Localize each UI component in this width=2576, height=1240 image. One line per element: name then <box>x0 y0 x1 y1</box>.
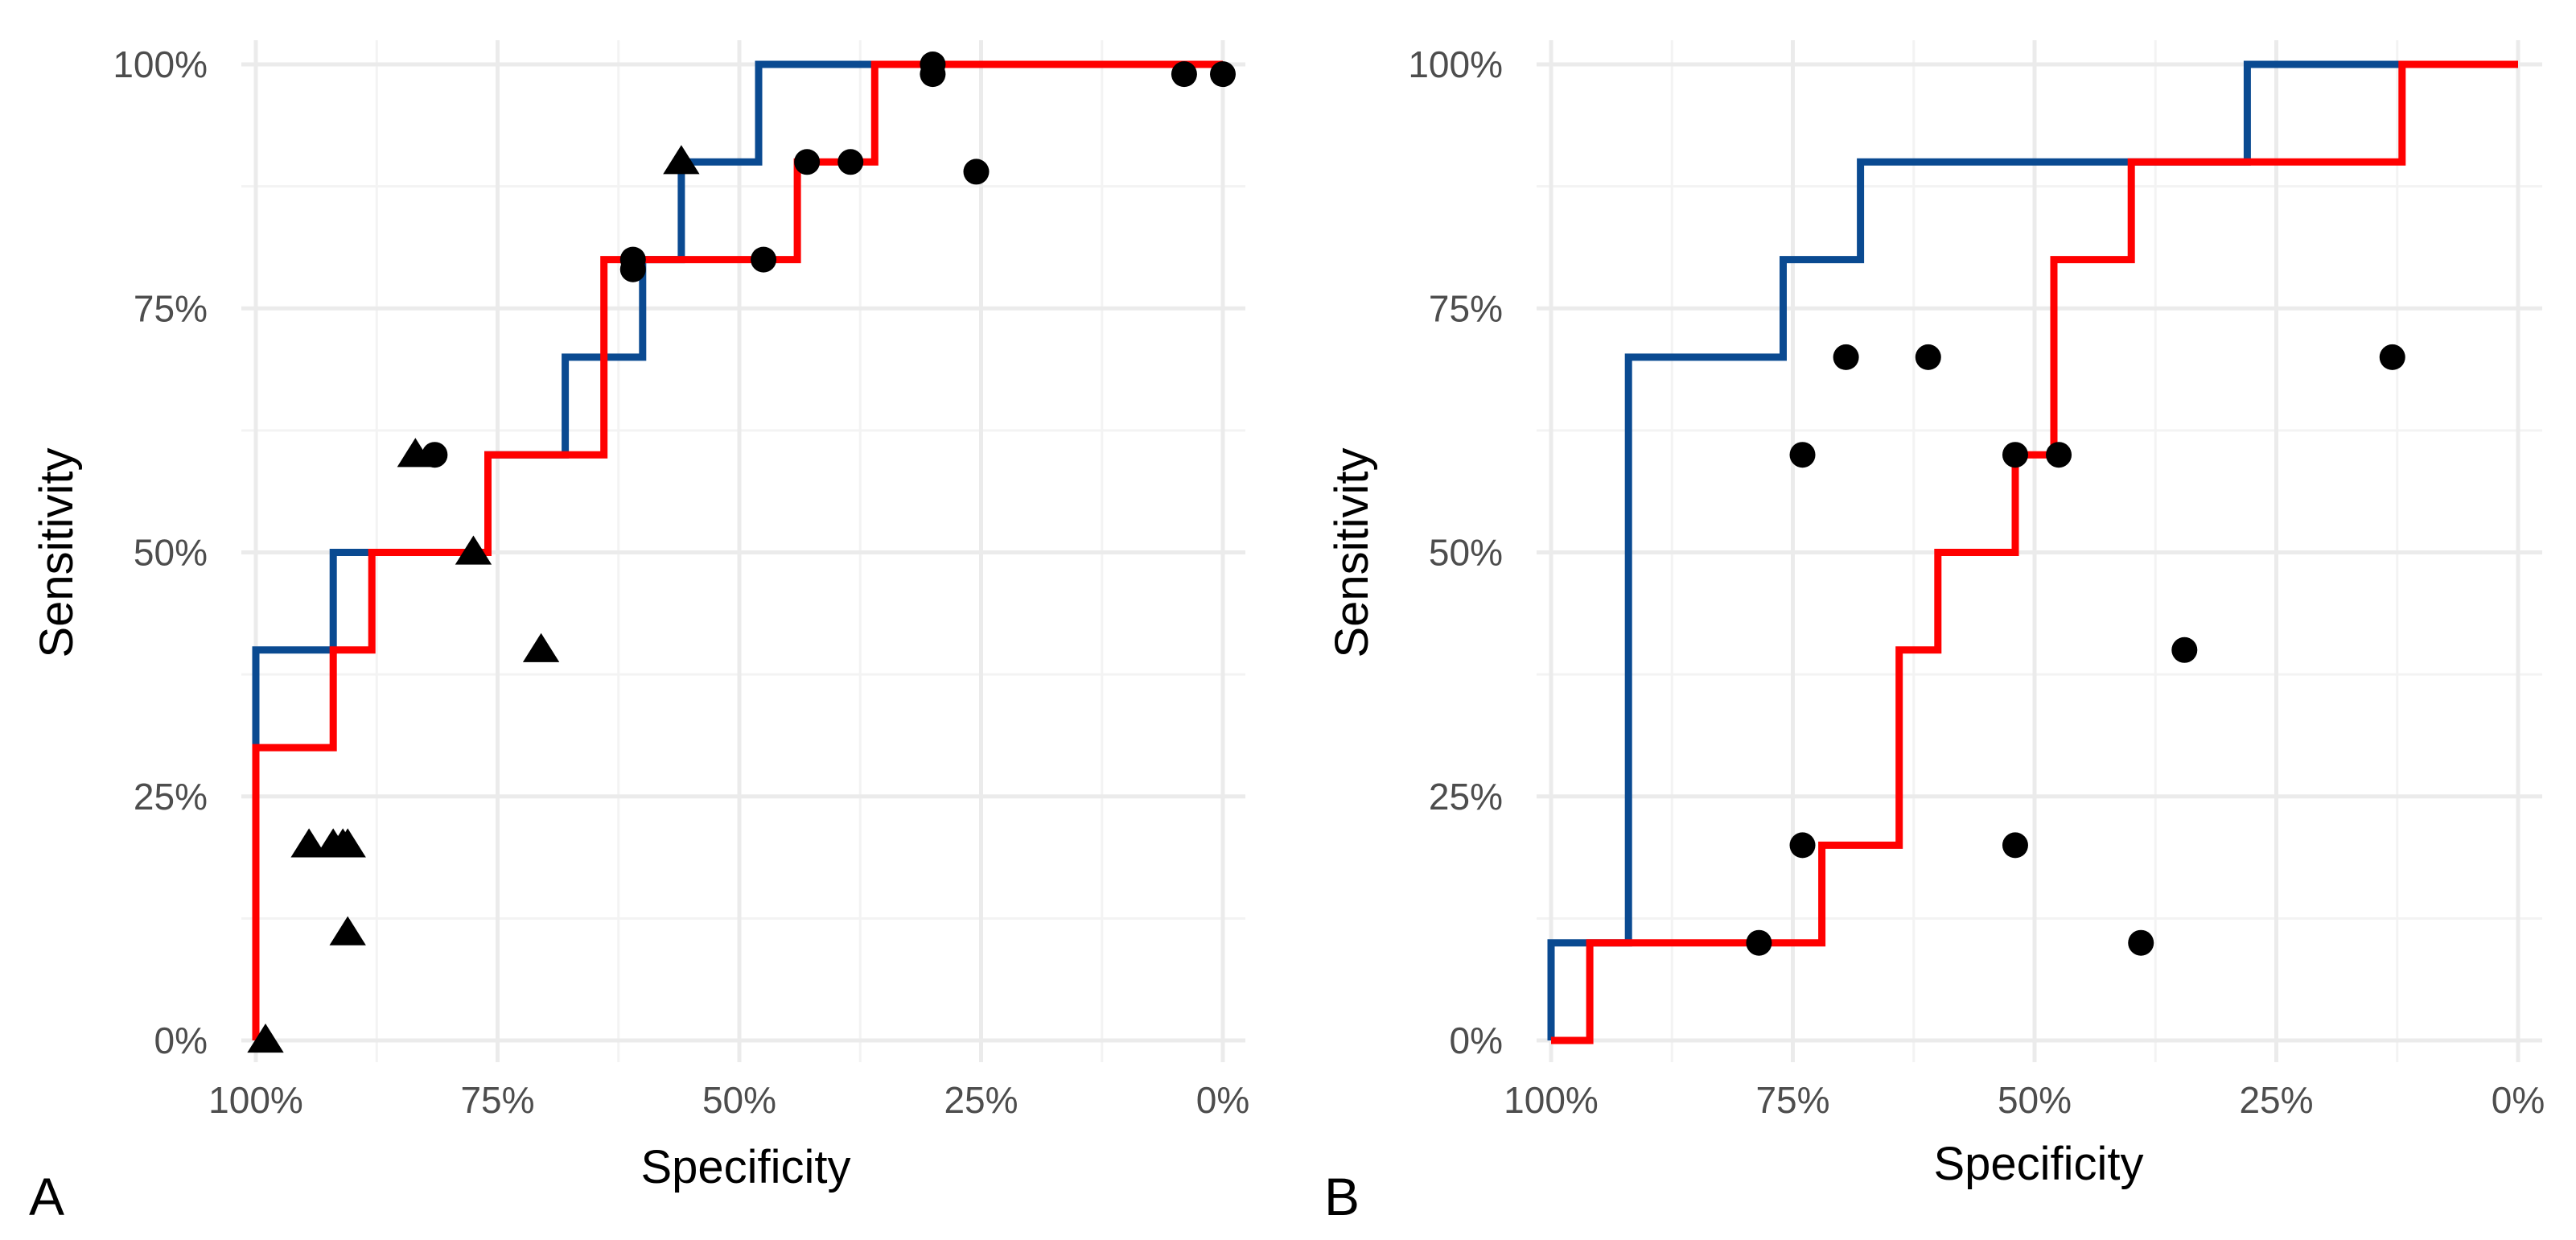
panel-a-triangle-marker <box>290 828 327 858</box>
panel-b-circle-marker <box>2002 832 2028 859</box>
panel-b-circle-marker <box>2128 929 2154 956</box>
panel-b-circle-marker <box>1746 929 1772 956</box>
panel-a-triangle-marker <box>247 1024 284 1053</box>
panel-b-circle-marker <box>2379 344 2405 370</box>
panel-b-y-tick-label: 50% <box>1429 532 1503 574</box>
panel-a-circle-marker <box>1171 61 1197 88</box>
panel-a-triangle-marker <box>522 632 560 662</box>
panel-b-ticks: 100% 75% 50% 25% 0% 0% 25% 50% 75% 100% <box>1408 43 2545 1121</box>
panel-a-triangle-marker <box>329 828 366 858</box>
panel-a-x-tick-label: 0% <box>1196 1079 1249 1121</box>
panel-a-y-tick-label: 75% <box>134 287 208 329</box>
panel-a-circle-marker <box>422 442 448 468</box>
panel-b-x-tick-label: 50% <box>1998 1079 2072 1121</box>
panel-b-x-tick-label: 25% <box>2239 1079 2313 1121</box>
panel-a-blue-roc-line <box>252 60 1223 748</box>
panel-b-circle-marker <box>1789 832 1816 859</box>
panel-a-y-axis-title: Sensitivity <box>31 447 83 657</box>
panel-b-x-axis-title: Specificity <box>1933 1138 2143 1190</box>
panel-a-y-tick-label: 25% <box>134 776 208 818</box>
panel-b-y-tick-label: 25% <box>1429 776 1503 818</box>
panel-b-circle-marker <box>2171 636 2198 663</box>
panel-a-circle-marker <box>963 159 990 185</box>
panel-b-circle-marker <box>2002 442 2028 468</box>
panel-a-x-tick-label: 25% <box>944 1079 1018 1121</box>
panel-a-y-tick-label: 0% <box>154 1020 208 1061</box>
panel-b-x-tick-label: 0% <box>2492 1079 2545 1121</box>
panel-b: 100% 75% 50% 25% 0% 0% 25% 50% 75% 100% Specifici… <box>1324 40 2545 1226</box>
panel-a: 100% 75% 50% 25% 0% 0% 25% 50% 75% 100% Specifici… <box>29 40 1249 1226</box>
panel-a-markers <box>247 51 1236 1053</box>
panel-b-y-tick-label: 0% <box>1450 1020 1503 1061</box>
panel-a-circle-marker <box>751 246 777 273</box>
panel-a-x-tick-label: 50% <box>702 1079 776 1121</box>
panel-a-x-tick-label: 75% <box>460 1079 534 1121</box>
panel-a-ticks: 100% 75% 50% 25% 0% 0% 25% 50% 75% 100% <box>113 43 1249 1121</box>
panel-a-y-tick-label: 100% <box>113 43 208 85</box>
panel-a-circle-marker <box>619 256 646 282</box>
panel-a-circle-marker <box>837 149 864 175</box>
panel-a-y-tick-label: 50% <box>134 532 208 574</box>
panel-a-x-axis-title: Specificity <box>640 1141 850 1193</box>
panel-b-circle-marker <box>1789 442 1816 468</box>
panel-b-label: B <box>1324 1167 1360 1226</box>
panel-a-x-tick-label: 100% <box>208 1079 303 1121</box>
panel-b-y-axis-title: Sensitivity <box>1326 447 1378 657</box>
panel-b-y-tick-label: 100% <box>1408 43 1503 85</box>
panel-a-label: A <box>29 1167 64 1226</box>
panel-b-red-roc-line <box>1551 60 2518 1044</box>
panel-b-circle-marker <box>2046 442 2072 468</box>
panel-b-circle-marker <box>1915 344 1941 370</box>
panel-b-markers <box>1746 344 2405 956</box>
panel-a-triangle-marker <box>663 145 700 175</box>
panel-a-grid <box>241 40 1245 1062</box>
panel-b-x-tick-label: 75% <box>1755 1079 1829 1121</box>
panel-a-triangle-marker <box>329 916 366 945</box>
panel-b-lines <box>1547 60 2518 1044</box>
panel-b-x-tick-label: 100% <box>1504 1079 1599 1121</box>
panel-a-circle-marker <box>920 61 946 88</box>
panel-a-circle-marker <box>794 149 821 175</box>
panel-b-circle-marker <box>1833 344 1859 370</box>
panel-a-triangle-marker <box>455 535 492 565</box>
panel-b-y-tick-label: 75% <box>1429 287 1503 329</box>
panel-a-circle-marker <box>1210 61 1236 88</box>
